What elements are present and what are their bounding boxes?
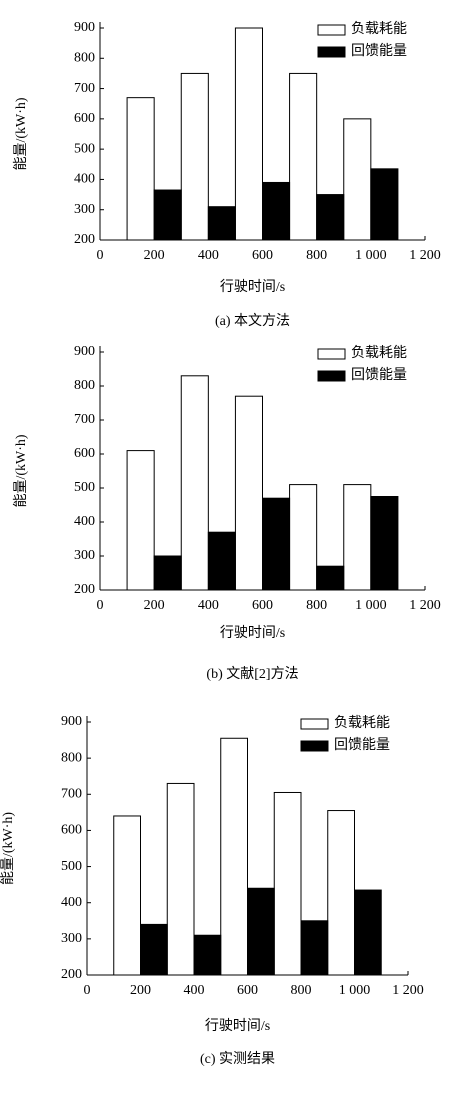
x-tick-label: 800: [291, 983, 312, 998]
bar: [166, 782, 195, 976]
bar: [343, 484, 372, 591]
caption: (b) 文献[2]方法: [206, 666, 298, 682]
x-tick-label: 800: [306, 598, 327, 613]
bar: [370, 496, 399, 591]
y-tick-label: 400: [61, 895, 82, 910]
bar: [316, 565, 345, 591]
bar: [153, 555, 182, 591]
x-axis-label: 行驶时间/s: [205, 1018, 270, 1034]
x-tick-label: 200: [144, 248, 165, 263]
legend-label: 负载耗能: [351, 345, 407, 361]
bar: [180, 72, 209, 241]
legend-label: 回馈能量: [351, 43, 407, 59]
x-tick-label: 400: [198, 598, 219, 613]
bar: [289, 72, 318, 241]
bar: [220, 737, 248, 976]
x-tick-label: 0: [97, 248, 104, 263]
legend-swatch: [317, 46, 346, 58]
y-tick-label: 300: [74, 548, 95, 563]
x-tick-label: 400: [198, 248, 219, 263]
x-tick-label: 600: [252, 598, 273, 613]
x-tick-label: 1 000: [355, 248, 387, 263]
x-tick-label: 1 200: [392, 983, 424, 998]
y-tick-label: 200: [74, 582, 95, 597]
y-tick-label: 800: [74, 51, 95, 66]
x-tick-label: 400: [184, 983, 205, 998]
legend-swatch: [317, 370, 346, 382]
bar: [113, 815, 141, 976]
bar: [207, 206, 236, 241]
bar: [327, 810, 355, 976]
y-tick-label: 300: [74, 202, 95, 217]
caption: (c) 实测结果: [200, 1051, 275, 1067]
bar: [234, 27, 264, 241]
bar: [180, 375, 209, 591]
y-tick-label: 200: [61, 967, 82, 982]
y-tick-label: 700: [74, 81, 95, 96]
y-axis-label: 能量/(kW·h): [0, 812, 16, 885]
y-tick-label: 400: [74, 172, 95, 187]
y-tick-label: 500: [74, 480, 95, 495]
legend-swatch: [317, 348, 346, 360]
bar: [247, 887, 275, 976]
bar: [262, 181, 291, 241]
x-tick-label: 1 000: [355, 598, 387, 613]
x-tick-label: 1 200: [409, 248, 441, 263]
y-tick-label: 600: [61, 823, 82, 838]
x-tick-label: 200: [130, 983, 151, 998]
y-tick-label: 200: [74, 232, 95, 247]
bar: [193, 934, 222, 976]
y-tick-label: 400: [74, 514, 95, 529]
bar: [234, 395, 264, 591]
y-tick-label: 300: [61, 931, 82, 946]
x-tick-label: 600: [252, 248, 273, 263]
bar: [262, 497, 291, 591]
legend-label: 回馈能量: [351, 367, 407, 383]
y-tick-label: 800: [74, 378, 95, 393]
bar: [273, 791, 302, 976]
x-axis-label: 行驶时间/s: [220, 625, 285, 641]
bar: [354, 889, 382, 976]
bar: [316, 194, 345, 241]
legend-swatch: [300, 718, 329, 730]
legend-swatch: [317, 24, 346, 36]
y-tick-label: 900: [74, 344, 95, 359]
caption: (a) 本文方法: [215, 313, 290, 329]
bar: [126, 97, 155, 241]
bar: [370, 168, 399, 241]
bar: [289, 484, 318, 591]
x-tick-label: 1 000: [339, 983, 371, 998]
y-axis-label: 能量/(kW·h): [13, 434, 29, 507]
y-tick-label: 500: [61, 859, 82, 874]
y-tick-label: 700: [74, 412, 95, 427]
x-tick-label: 200: [144, 598, 165, 613]
legend-label: 负载耗能: [351, 21, 407, 37]
x-tick-label: 1 200: [409, 598, 441, 613]
legend-swatch: [300, 740, 329, 752]
y-tick-label: 500: [74, 141, 95, 156]
bar: [153, 189, 182, 241]
bar: [140, 923, 168, 976]
x-tick-label: 0: [84, 983, 91, 998]
y-tick-label: 800: [61, 750, 82, 765]
y-axis-label: 能量/(kW·h): [13, 97, 29, 170]
x-tick-label: 800: [306, 248, 327, 263]
bar: [300, 920, 329, 976]
y-tick-label: 600: [74, 111, 95, 126]
x-tick-label: 600: [237, 983, 258, 998]
legend-label: 负载耗能: [334, 715, 390, 731]
x-tick-label: 0: [97, 598, 104, 613]
y-tick-label: 700: [61, 787, 82, 802]
bar: [207, 531, 236, 591]
y-tick-label: 900: [74, 20, 95, 35]
bar: [126, 450, 155, 591]
y-tick-label: 600: [74, 446, 95, 461]
x-axis-label: 行驶时间/s: [220, 279, 285, 295]
y-tick-label: 900: [61, 714, 82, 729]
bar: [343, 118, 372, 241]
legend-label: 回馈能量: [334, 737, 390, 753]
